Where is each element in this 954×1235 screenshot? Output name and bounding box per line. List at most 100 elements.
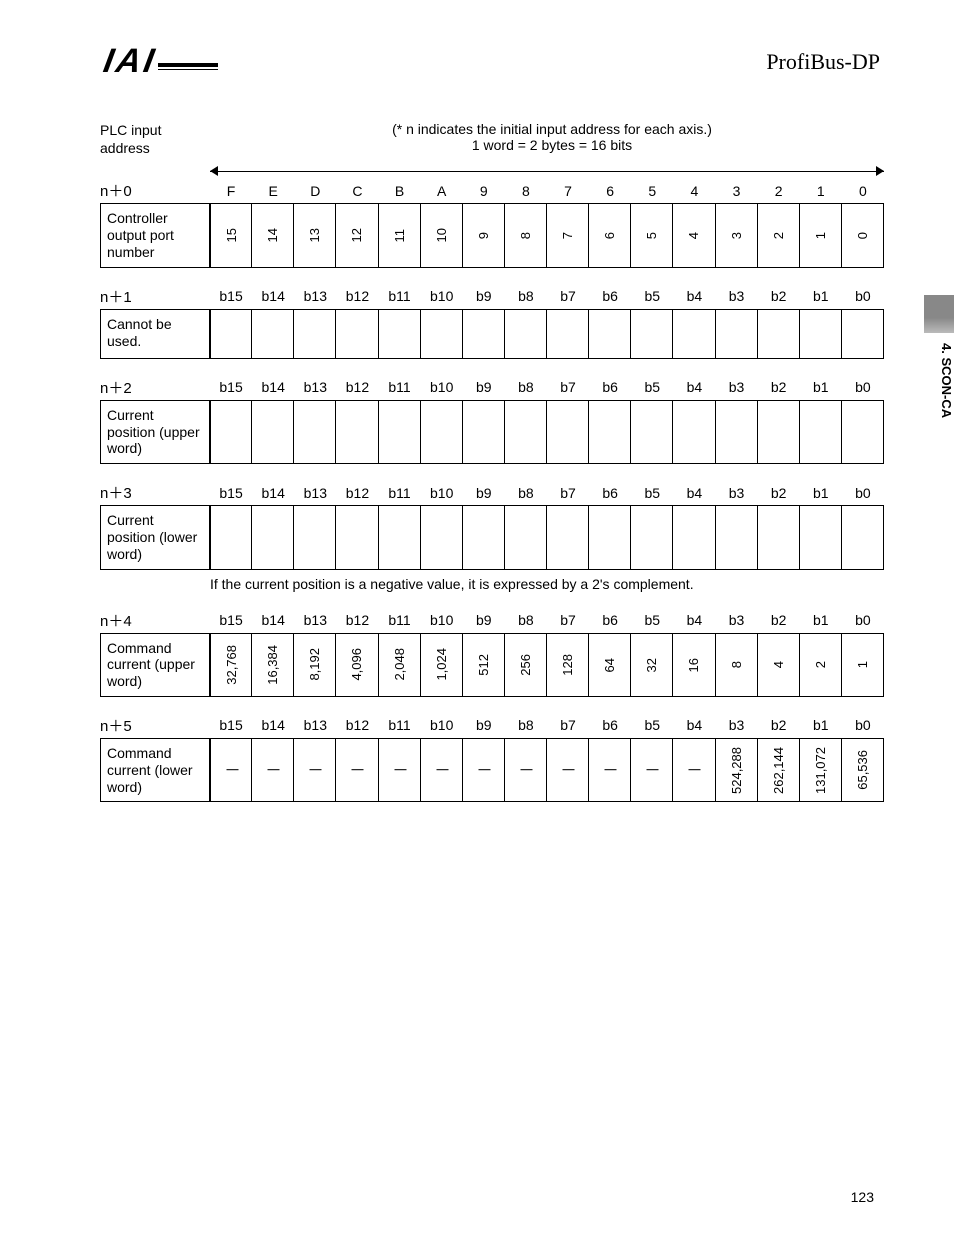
bit-cell	[379, 309, 421, 359]
bit-cell	[294, 309, 336, 359]
bit-header: b6	[589, 377, 631, 397]
bit-cell: 32,768	[210, 633, 252, 697]
bit-cell: |	[631, 738, 673, 802]
bit-header: D	[294, 181, 336, 201]
bit-header: b12	[336, 377, 378, 397]
bit-cell: 1,024	[421, 633, 463, 697]
bit-cell: 131,072	[800, 738, 842, 802]
bit-header: b15	[210, 377, 252, 397]
bit-cell: 65,536	[842, 738, 884, 802]
bit-cell	[252, 400, 294, 464]
bit-cell	[842, 400, 884, 464]
bit-cell: 524,288	[716, 738, 758, 802]
logo: IAI	[104, 42, 218, 81]
bit-cell: 11	[379, 203, 421, 267]
bit-cell: 256	[505, 633, 547, 697]
bit-cell	[589, 309, 631, 359]
bit-header: b8	[505, 483, 547, 503]
bit-header: b5	[631, 377, 673, 397]
bit-cell	[716, 400, 758, 464]
bit-cell: 6	[589, 203, 631, 267]
address-offset: n＋0	[100, 180, 210, 201]
bit-cell	[800, 309, 842, 359]
bit-cell: 7	[547, 203, 589, 267]
bit-header: b15	[210, 715, 252, 735]
bit-cell	[210, 309, 252, 359]
bit-cell: 128	[547, 633, 589, 697]
brand-title: ProfiBus-DP	[766, 49, 880, 75]
bit-header: b11	[379, 483, 421, 503]
bit-header: b10	[421, 610, 463, 630]
bit-header: b6	[589, 286, 631, 306]
bit-header: b13	[294, 377, 336, 397]
bit-cell: 4	[758, 633, 800, 697]
bit-header: b13	[294, 286, 336, 306]
row-label: Command current (upper word)	[100, 633, 210, 697]
bit-header: b7	[547, 610, 589, 630]
bit-header: b9	[463, 715, 505, 735]
bit-cell	[336, 505, 378, 569]
bit-header: b1	[800, 610, 842, 630]
bit-cell: 13	[294, 203, 336, 267]
bit-header: b11	[379, 286, 421, 306]
bit-cell	[673, 400, 715, 464]
bit-header: b13	[294, 610, 336, 630]
bit-cell: 9	[463, 203, 505, 267]
bit-header: b14	[252, 483, 294, 503]
bit-header: b4	[673, 377, 715, 397]
bit-header: b12	[336, 610, 378, 630]
bit-cell: 64	[589, 633, 631, 697]
address-offset: n＋1	[100, 286, 210, 307]
row-label: Command current (lower word)	[100, 738, 210, 802]
bit-cell: |	[673, 738, 715, 802]
bit-cell	[673, 505, 715, 569]
bit-cell	[673, 309, 715, 359]
bit-cell: 0	[842, 203, 884, 267]
address-offset: n＋3	[100, 482, 210, 503]
bit-header: b10	[421, 286, 463, 306]
bit-cell	[800, 400, 842, 464]
bit-cell: 16	[673, 633, 715, 697]
bit-header: b1	[800, 377, 842, 397]
bit-header: b12	[336, 286, 378, 306]
bit-cell	[842, 505, 884, 569]
bit-header: b0	[842, 715, 884, 735]
bit-header: b0	[842, 483, 884, 503]
bit-header: F	[210, 181, 252, 201]
bit-header: b3	[716, 377, 758, 397]
bit-header: b14	[252, 377, 294, 397]
bit-cell	[631, 309, 673, 359]
bit-cell: 2,048	[379, 633, 421, 697]
bit-cell	[294, 505, 336, 569]
bit-cell: 15	[210, 203, 252, 267]
page-number: 123	[851, 1189, 874, 1205]
bit-header: C	[336, 181, 378, 201]
bit-header: 9	[463, 181, 505, 201]
bit-cell	[589, 400, 631, 464]
bit-header: b4	[673, 286, 715, 306]
bit-cell: 1	[842, 633, 884, 697]
bit-cell	[294, 400, 336, 464]
bit-cell	[421, 309, 463, 359]
bit-cell	[547, 309, 589, 359]
bit-header: b2	[758, 286, 800, 306]
bit-cell: 3	[716, 203, 758, 267]
bit-header: b5	[631, 286, 673, 306]
bit-cell: |	[252, 738, 294, 802]
bit-header: b0	[842, 610, 884, 630]
bit-cell	[842, 309, 884, 359]
bit-header: b4	[673, 610, 715, 630]
bit-cell	[716, 309, 758, 359]
bit-cell: |	[421, 738, 463, 802]
bit-cell	[463, 400, 505, 464]
bit-header: b12	[336, 483, 378, 503]
bit-header: b1	[800, 715, 842, 735]
bit-header: 8	[505, 181, 547, 201]
bit-cell: 12	[336, 203, 378, 267]
bit-cell	[421, 400, 463, 464]
bit-cell: 14	[252, 203, 294, 267]
bit-cell	[631, 400, 673, 464]
bit-header: b9	[463, 483, 505, 503]
bit-header: 5	[631, 181, 673, 201]
row-label: Controller output port number	[100, 203, 210, 267]
